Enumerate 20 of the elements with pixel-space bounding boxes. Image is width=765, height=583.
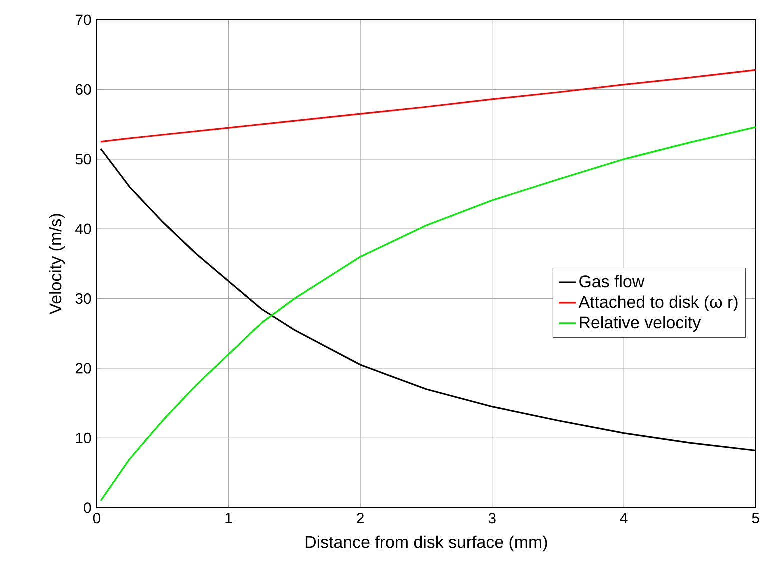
legend-label: Attached to disk (ω r)	[578, 296, 738, 312]
y-tick-label: 60	[76, 84, 92, 96]
x-tick-label: 5	[752, 513, 760, 524]
y-tick-label: 0	[84, 502, 92, 514]
y-tick-label: 40	[76, 224, 92, 234]
y-tick-label: 70	[76, 14, 92, 26]
y-tick-label: 10	[76, 432, 92, 444]
legend-label: Gas flow	[580, 275, 645, 288]
x-tick-label: 1	[226, 513, 232, 524]
legend-label: Relative velocity	[580, 316, 702, 332]
x-tick-label: 3	[488, 513, 496, 524]
x-tick-label: 4	[620, 513, 628, 524]
y-tick-label: 20	[76, 363, 92, 374]
x-axis-title: Distance from disk surface (mm)	[306, 536, 548, 552]
line-series	[100, 126, 756, 502]
y-tick-label: 30	[76, 294, 92, 304]
y-axis-title: Velocity (m/s)	[49, 214, 66, 315]
x-tick-label: 0	[93, 513, 101, 524]
y-tick-label: 50	[76, 154, 92, 165]
x-tick-label: 2	[357, 513, 364, 524]
